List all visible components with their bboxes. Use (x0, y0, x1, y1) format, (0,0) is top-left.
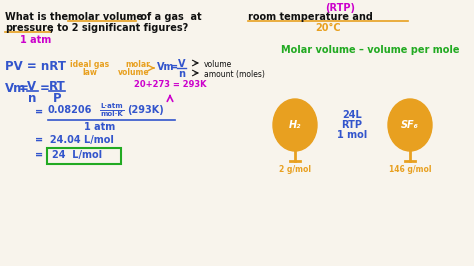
Text: 146 g/mol: 146 g/mol (389, 165, 431, 174)
Text: PV = nRT: PV = nRT (5, 60, 66, 73)
Text: Vm: Vm (157, 62, 174, 72)
Text: RT: RT (49, 80, 66, 93)
Text: room temperature and: room temperature and (248, 12, 373, 22)
Text: (RTP): (RTP) (325, 3, 355, 13)
Text: Molar volume – volume per mole: Molar volume – volume per mole (282, 45, 460, 55)
Text: SF₆: SF₆ (401, 120, 419, 130)
Text: V: V (27, 80, 36, 93)
Text: 20°C: 20°C (315, 23, 341, 33)
Text: ideal gas: ideal gas (71, 60, 109, 69)
Text: molar volume: molar volume (68, 12, 143, 22)
Text: What is the: What is the (5, 12, 72, 22)
Text: =: = (35, 150, 43, 160)
Ellipse shape (388, 99, 432, 151)
Text: 0.08206: 0.08206 (48, 105, 92, 115)
Text: 1 atm: 1 atm (84, 122, 116, 132)
Text: P: P (53, 92, 62, 105)
Text: 1 atm: 1 atm (20, 35, 51, 45)
Text: 20+273 = 293K: 20+273 = 293K (134, 80, 206, 89)
Text: Vm: Vm (5, 82, 26, 95)
Text: =: = (40, 82, 50, 95)
Text: 2 g/mol: 2 g/mol (279, 165, 311, 174)
Text: pressure: pressure (5, 23, 54, 33)
Text: n: n (178, 69, 185, 79)
Text: =: = (170, 62, 178, 72)
Text: =: = (35, 107, 43, 117)
Text: of a gas  at: of a gas at (137, 12, 201, 22)
Text: law: law (82, 68, 98, 77)
Text: volume: volume (118, 68, 150, 77)
Text: 24L: 24L (342, 110, 362, 120)
Text: L·atm: L·atm (100, 103, 123, 109)
Ellipse shape (273, 99, 317, 151)
Text: (293K): (293K) (127, 105, 164, 115)
Text: molar: molar (125, 60, 150, 69)
Text: , to 2 significant figures?: , to 2 significant figures? (50, 23, 188, 33)
Text: n: n (28, 92, 36, 105)
Text: RTP: RTP (341, 120, 363, 130)
Text: H₂: H₂ (289, 120, 301, 130)
Text: =  24.04 L/mol: = 24.04 L/mol (35, 135, 114, 145)
Text: mol·K: mol·K (100, 111, 123, 117)
Text: amount (moles): amount (moles) (204, 70, 265, 79)
Text: =: = (19, 82, 29, 95)
Text: 24  L/mol: 24 L/mol (52, 150, 102, 160)
Text: V: V (178, 59, 185, 69)
Text: 1 mol: 1 mol (337, 130, 367, 140)
Text: volume: volume (204, 60, 232, 69)
